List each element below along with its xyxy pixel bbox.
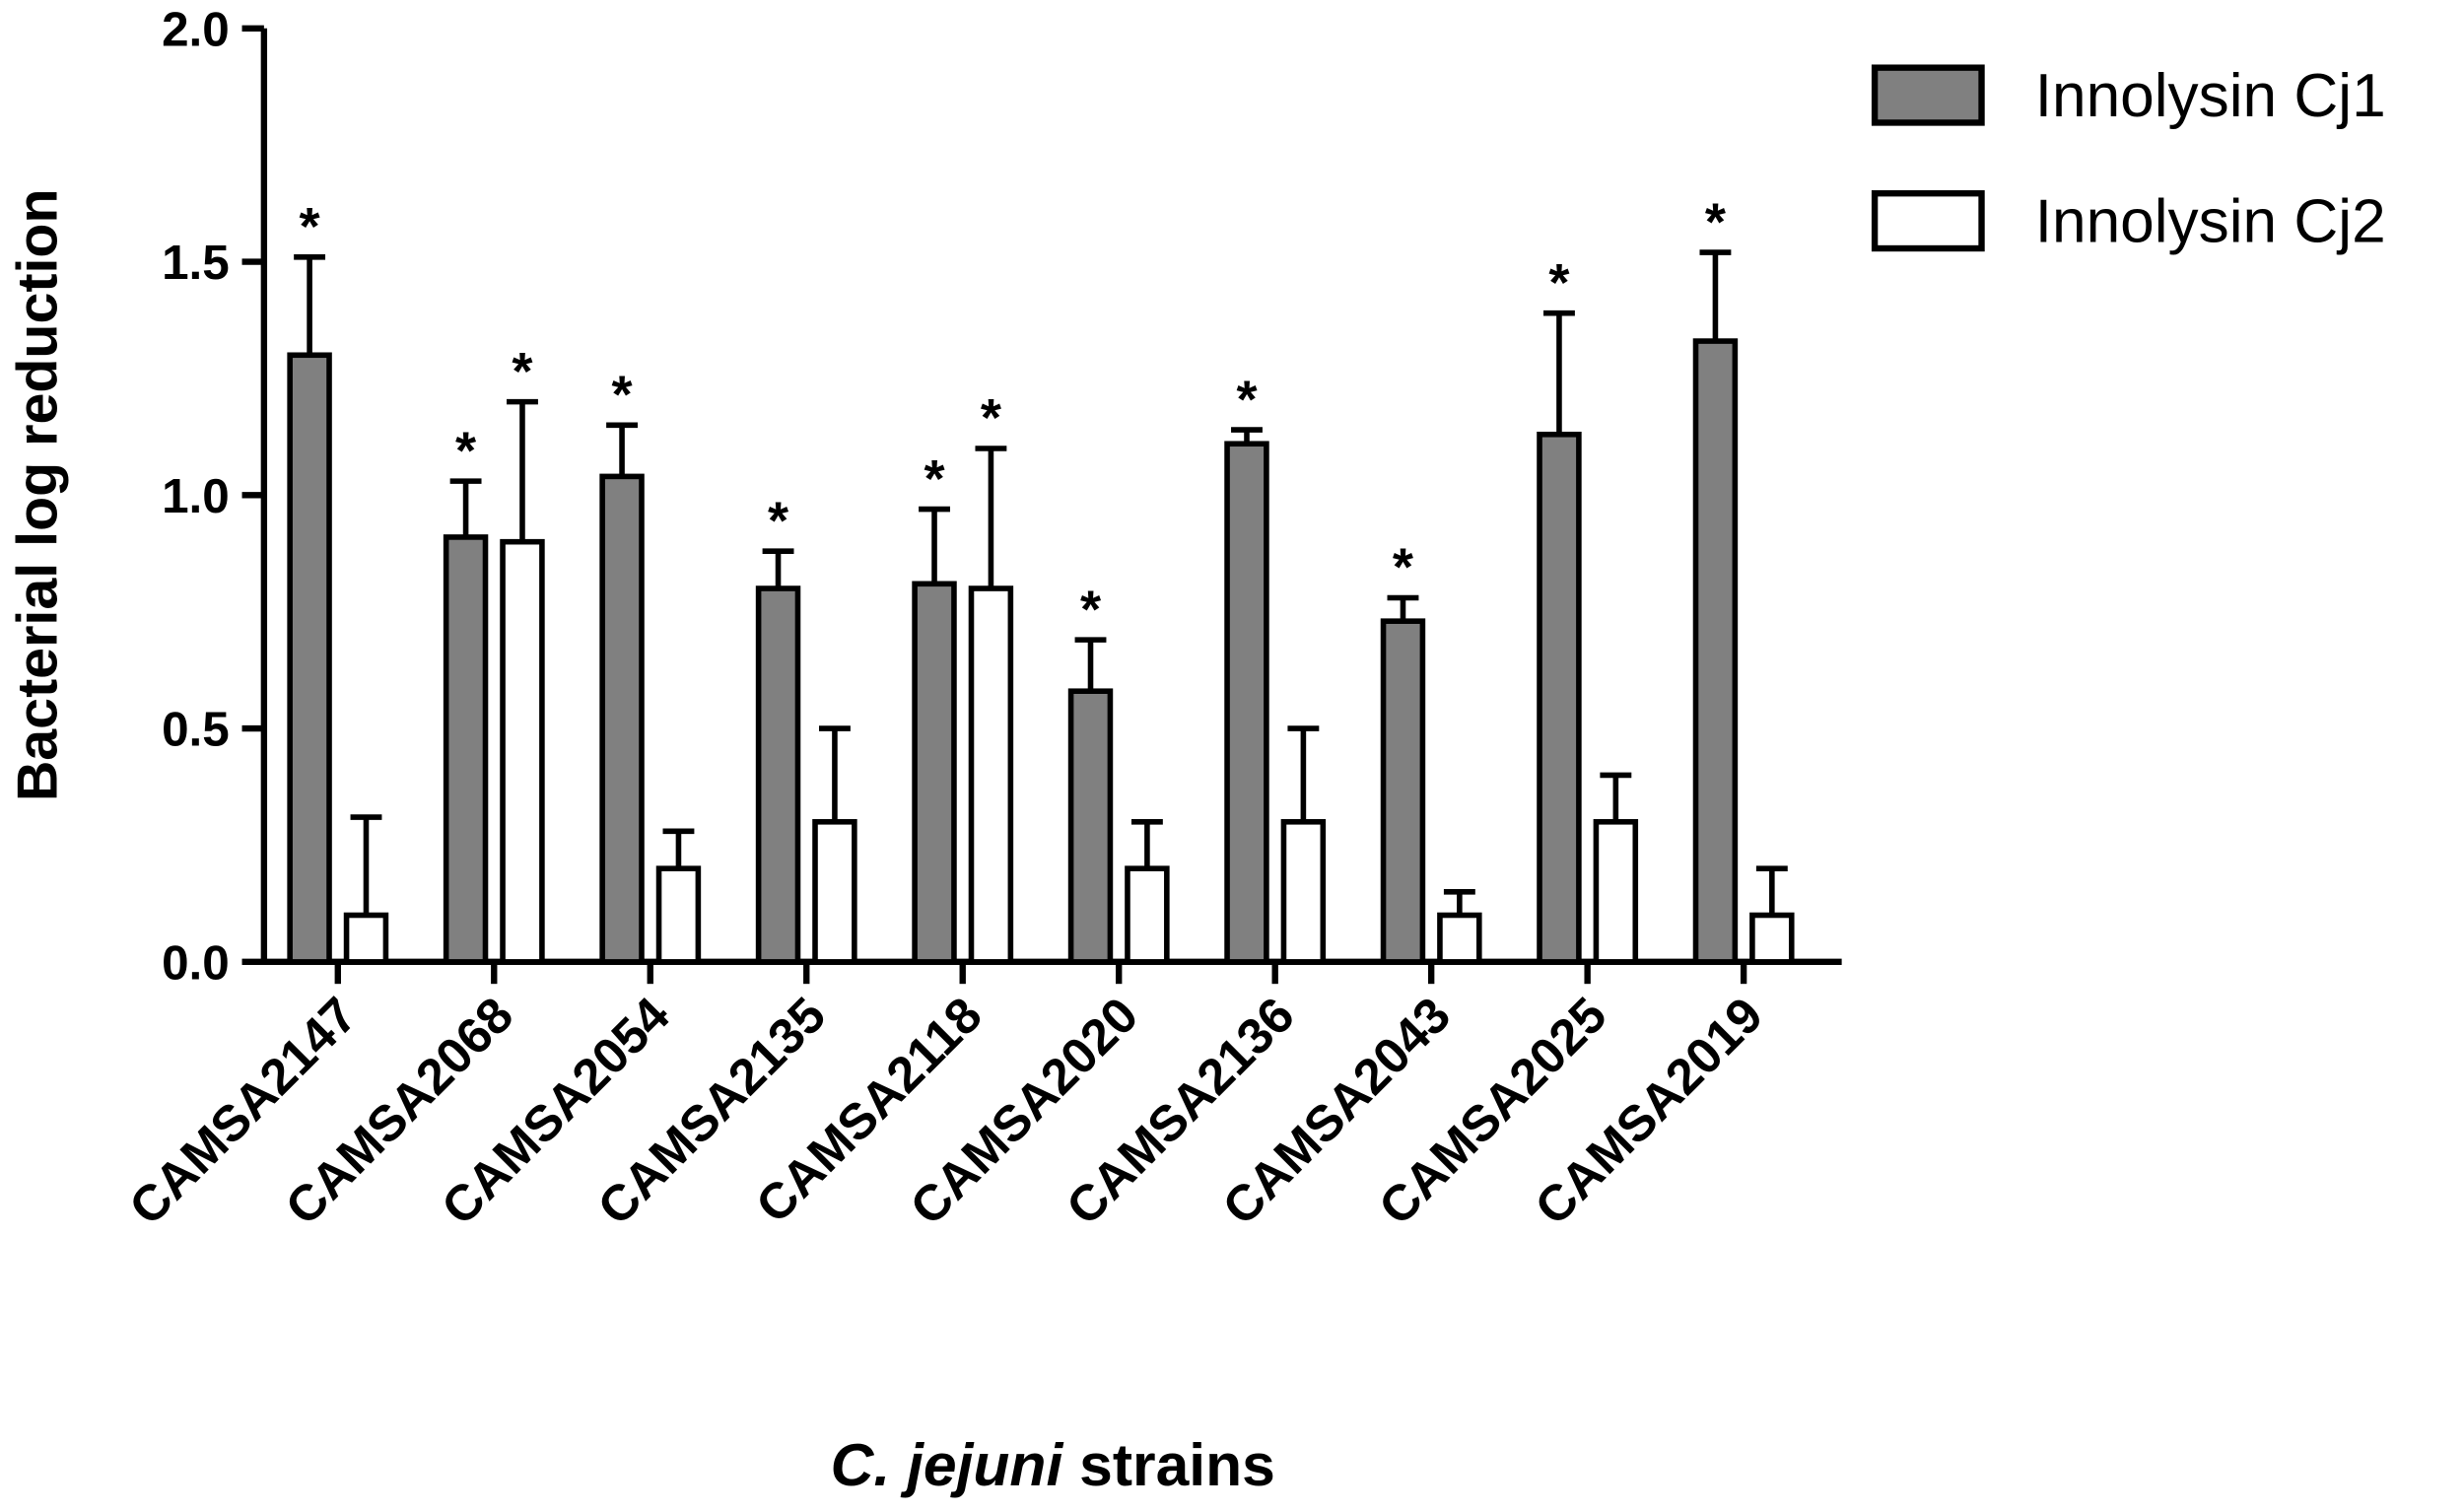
bar bbox=[343, 912, 389, 965]
bar bbox=[968, 585, 1014, 965]
bar bbox=[500, 538, 545, 965]
y-tick-label: 0.0 bbox=[162, 935, 230, 990]
bar bbox=[1692, 338, 1739, 965]
x-axis-label: C. jejuni strains bbox=[831, 1431, 1275, 1498]
significance-mark: * bbox=[924, 449, 945, 509]
x-axis-label-italic: C. jejuni bbox=[831, 1431, 1064, 1498]
significance-mark: * bbox=[1548, 253, 1570, 312]
bar bbox=[912, 581, 957, 965]
significance-mark: * bbox=[1393, 538, 1414, 597]
y-tick-label: 1.0 bbox=[162, 469, 230, 523]
legend-label: Innolysin Cj2 bbox=[2035, 188, 2386, 256]
y-tick-label: 0.5 bbox=[162, 703, 230, 757]
significance-mark: * bbox=[1236, 370, 1258, 429]
significance-mark: * bbox=[512, 342, 533, 401]
bar bbox=[755, 585, 801, 965]
bar bbox=[1280, 819, 1327, 965]
bar bbox=[1593, 819, 1639, 965]
significance-mark: * bbox=[768, 491, 789, 550]
bar bbox=[1125, 865, 1170, 965]
bar bbox=[1537, 431, 1582, 965]
significance-mark: * bbox=[1080, 580, 1102, 639]
legend-swatch bbox=[1871, 190, 1985, 252]
bar bbox=[287, 352, 332, 965]
bar bbox=[443, 534, 489, 965]
y-tick-label: 2.0 bbox=[162, 2, 230, 56]
significance-mark: * bbox=[1705, 192, 1727, 251]
y-tick-label: 1.5 bbox=[162, 236, 230, 290]
significance-mark: * bbox=[300, 197, 321, 256]
significance-mark: * bbox=[981, 388, 1002, 447]
significance-mark: * bbox=[612, 366, 634, 425]
significance-mark: * bbox=[455, 421, 477, 480]
legend-label: Innolysin Cj1 bbox=[2035, 62, 2386, 130]
bar bbox=[655, 865, 702, 965]
legend-swatch bbox=[1871, 64, 1985, 126]
bar bbox=[599, 473, 645, 965]
bar bbox=[812, 819, 857, 965]
bar bbox=[1437, 912, 1482, 965]
bar bbox=[1224, 441, 1269, 965]
bar bbox=[1749, 912, 1795, 965]
y-axis-label: Bacterial log reduction bbox=[6, 188, 69, 801]
bar bbox=[1067, 688, 1114, 965]
bar bbox=[1380, 618, 1426, 965]
x-axis-label-rest: strains bbox=[1079, 1431, 1275, 1498]
